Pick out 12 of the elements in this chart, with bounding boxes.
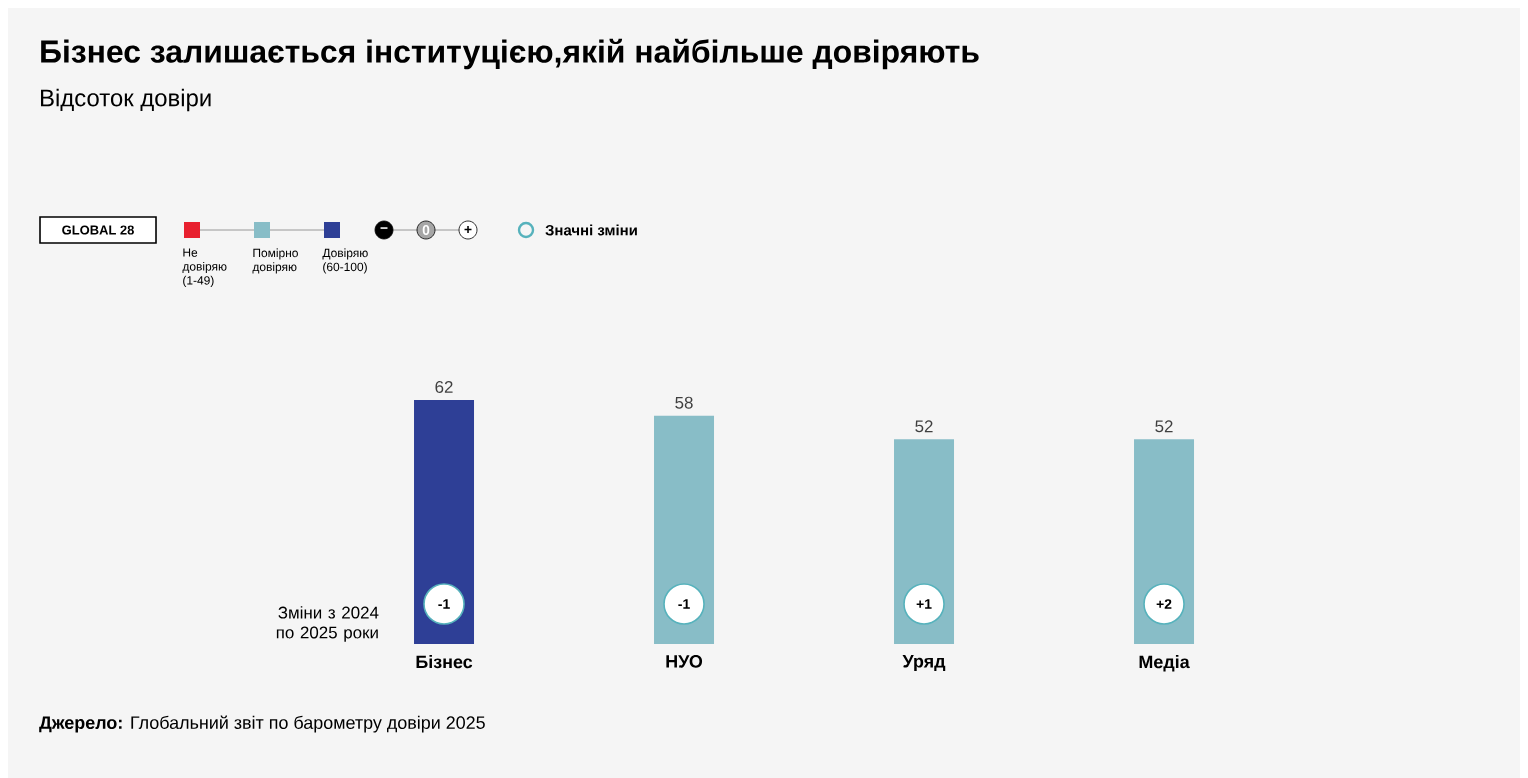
data-label: 58 (675, 396, 693, 409)
chart-title: Бізнес залишається інституцією,якій найбільше довіряють (41, 38, 979, 70)
data-label: 52 (1155, 420, 1173, 433)
text: Джерело: Глобальний звіт по барометру довіри 2025 (39, 715, 485, 733)
annotation: Зміни з 2024 по 2025 роки (276, 606, 379, 642)
text: Відсоток довіри (41, 88, 211, 112)
data-label: 52 (915, 420, 933, 433)
x-tick-label: Уряд (902, 655, 946, 672)
x-tick-label: НУО (666, 655, 703, 668)
data-label: 62 (435, 380, 453, 393)
x-tick-label: Бізнес (416, 655, 473, 669)
x-tick-label: Медіа (1139, 655, 1190, 672)
